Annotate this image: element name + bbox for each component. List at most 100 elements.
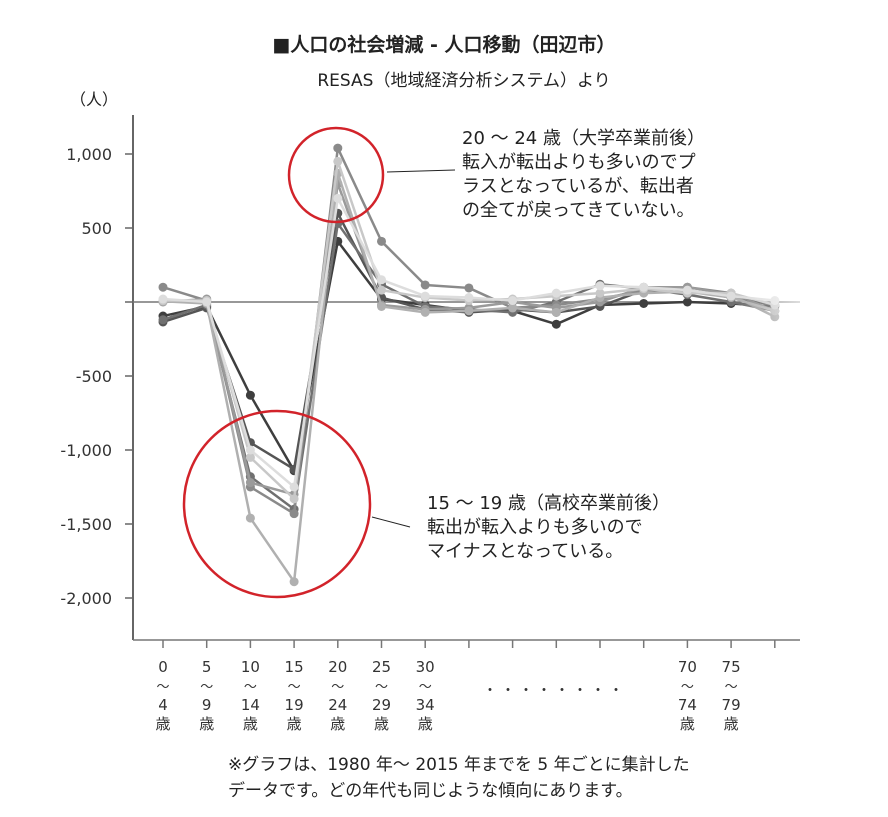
highlight-circle-20-24	[287, 126, 385, 224]
data-point	[639, 282, 649, 292]
data-point	[377, 301, 386, 311]
data-point	[595, 281, 605, 291]
x-ellipsis: ・・・・・・・・	[483, 683, 627, 699]
x-tick-label: 20	[328, 658, 347, 676]
x-tick-label: 10	[241, 658, 260, 676]
x-tick-label: 歳	[724, 715, 739, 733]
x-tick-label: ～	[681, 680, 694, 695]
data-point	[420, 291, 430, 301]
chart-title: ■人口の社会増減 - 人口移動（田辺市）	[272, 34, 616, 56]
y-tick-label: 500	[81, 219, 112, 238]
data-point	[333, 143, 343, 153]
x-tick-label: 74	[678, 696, 697, 714]
data-point	[245, 452, 255, 462]
data-point	[551, 307, 561, 317]
x-tick-label: ～	[419, 680, 432, 695]
x-tick-label: 24	[328, 696, 347, 714]
data-point	[464, 306, 474, 316]
data-point	[333, 193, 343, 203]
data-point	[508, 303, 518, 313]
x-tick-label: ～	[288, 680, 301, 695]
x-tick-label: ～	[375, 680, 388, 695]
series-line	[162, 222, 776, 511]
y-tick-label: -1,500	[60, 515, 112, 534]
x-tick-label: 5	[202, 658, 212, 676]
x-tick-label: 0	[158, 658, 168, 676]
data-point	[289, 509, 299, 519]
data-point	[333, 156, 343, 166]
x-tick-label: 25	[372, 658, 391, 676]
annotation-15-19: 15 ～ 19 歳（高校卒業前後） 転出が転入よりも多いので マイナスとなってい…	[427, 493, 670, 562]
x-tick-label: ～	[725, 680, 738, 695]
x-tick-label: 19	[285, 696, 304, 714]
x-tick-label: ～	[156, 680, 169, 695]
data-point	[595, 288, 605, 298]
y-tick-label: 1,000	[66, 145, 112, 164]
x-tick-label: 34	[416, 696, 435, 714]
x-tick-label: 歳	[330, 715, 345, 733]
data-point	[420, 280, 430, 290]
x-tick-label: 歳	[243, 715, 258, 733]
x-tick-label: 歳	[287, 715, 302, 733]
x-tick-label: 歳	[418, 715, 433, 733]
y-tick-label: -500	[76, 367, 112, 386]
data-point	[377, 275, 386, 285]
data-point	[245, 445, 255, 455]
data-point	[726, 291, 736, 301]
x-tick-label: 79	[722, 696, 741, 714]
data-point	[289, 577, 299, 587]
x-tick-label: 29	[372, 696, 391, 714]
y-tick-label: -1,000	[60, 441, 112, 460]
data-point	[158, 315, 168, 325]
y-axis-label: （人）	[70, 90, 119, 109]
data-point	[245, 390, 255, 400]
x-tick-label: 70	[678, 658, 697, 676]
x-tick-label: 9	[202, 696, 212, 714]
x-tick-label: 15	[285, 658, 304, 676]
series-line	[162, 211, 776, 471]
data-point	[682, 297, 692, 307]
series-2	[158, 219, 780, 514]
series-line	[162, 182, 776, 496]
data-point	[682, 285, 692, 295]
data-point	[289, 482, 299, 492]
x-tick-label: 4	[158, 696, 168, 714]
data-point	[639, 298, 649, 308]
x-tick-label: ～	[331, 680, 344, 695]
data-point	[377, 285, 386, 295]
series-line	[162, 240, 775, 472]
data-point	[464, 283, 474, 293]
x-tick-label: ～	[200, 680, 213, 695]
series-7	[158, 193, 780, 492]
leader-line	[371, 516, 411, 528]
data-point	[289, 494, 299, 504]
x-tick-label: 歳	[155, 715, 170, 733]
y-tick-label: -2,000	[60, 589, 112, 608]
data-point	[158, 282, 168, 292]
data-point	[551, 288, 561, 298]
x-tick-label: 歳	[199, 715, 214, 733]
data-point	[420, 307, 430, 317]
annotation-20-24: 20 ～ 24 歳（大学卒業前後） 転入が転出よりも多いのでプ ラスとなっている…	[462, 128, 705, 221]
x-tick-label: 歳	[374, 715, 389, 733]
series-1	[158, 208, 780, 474]
data-point	[508, 296, 518, 306]
data-point	[202, 297, 212, 307]
series-line	[162, 197, 775, 489]
footnote: ※グラフは、1980 年～ 2015 年までを 5 年ごとに集計した データです…	[228, 755, 690, 801]
fade-overlay	[740, 250, 888, 350]
x-tick-label: 75	[722, 658, 741, 676]
highlight-circle-15-19	[182, 409, 372, 599]
data-point	[551, 319, 561, 329]
data-point	[245, 478, 255, 488]
leader-line	[386, 169, 456, 173]
data-point	[158, 294, 168, 304]
x-tick-label: 30	[416, 658, 435, 676]
data-point	[245, 513, 255, 523]
chart-subtitle: RESAS（地域経済分析システム）より	[317, 71, 611, 91]
x-tick-label: 歳	[680, 715, 695, 733]
x-tick-label: ～	[244, 680, 257, 695]
x-tick-label: 14	[241, 696, 260, 714]
